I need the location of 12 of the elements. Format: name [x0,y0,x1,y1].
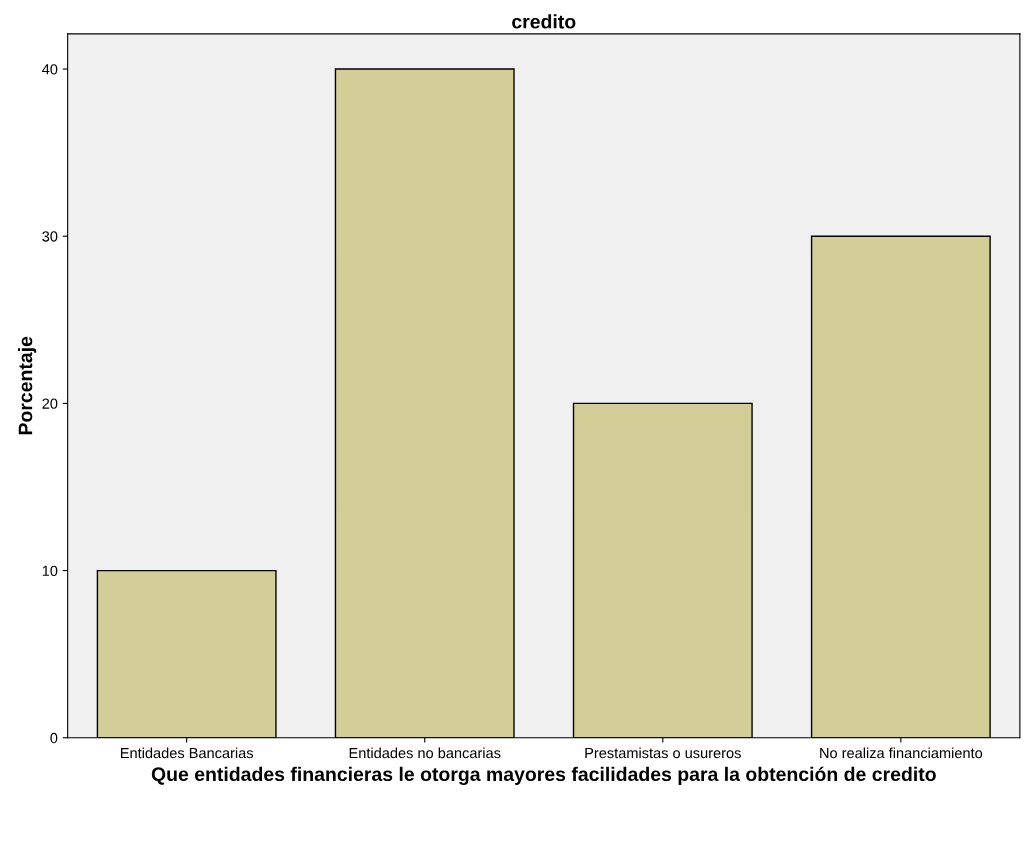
x-tick-label: Entidades no bancarias [349,747,501,759]
y-axis-title: Porcentaje [18,336,37,435]
y-tick-label: 30 [42,231,58,242]
y-tick-label: 40 [42,64,58,75]
chart-title: credito [512,14,576,29]
x-tick-label: No realiza financiamiento [820,747,983,759]
x-tick-label: Prestamistas o usureros [585,747,741,759]
y-tick-label: 20 [42,398,58,409]
x-tick-label: Entidades Bancarias [121,747,254,759]
y-tick-label: 0 [50,732,58,744]
x-axis-title: Que entidades financieras le otorga mayores facilidades para la obtención de credito [151,766,936,786]
y-tick-label: 10 [42,565,58,576]
